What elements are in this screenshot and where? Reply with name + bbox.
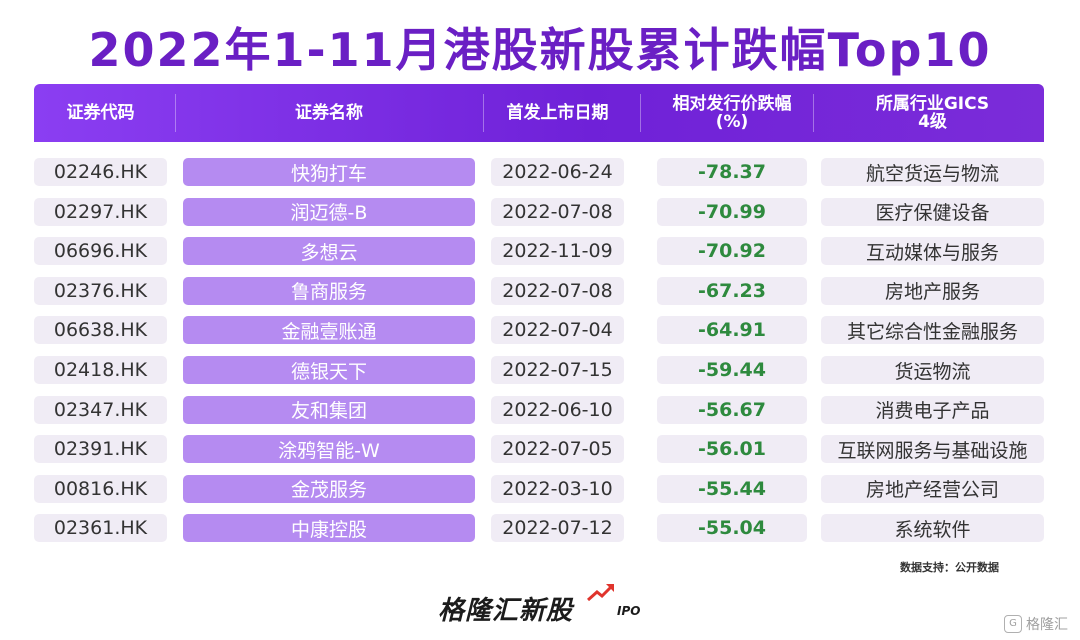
cell-name: 多想云 [183,237,475,266]
cell-drop: -56.67 [657,395,807,424]
table-row: 02391.HK 涂鸦智能-W 2022-07-05 -56.01 互联网服务与基础设施 [0,435,1080,464]
cell-drop: -59.44 [657,356,807,384]
header-drop-label: 相对发行价跌幅 [672,94,792,114]
table-row: 02297.HK 润迈德-B 2022-07-08 -70.99 医疗保健设备 [0,197,1080,226]
cell-code: 00816.HK [34,474,167,503]
watermark: G 格隆汇 [1004,614,1068,634]
cell-drop: -78.37 [657,158,807,186]
header-code-label: 证券代码 [66,103,135,123]
cell-date: 2022-07-05 [491,435,624,464]
header-divider [175,94,176,132]
cell-name: 金融壹账通 [183,316,475,345]
cell-date: 2022-07-04 [491,316,624,345]
cell-name: 快狗打车 [183,158,475,186]
chart-title: 2022年1-11月港股新股累计跌幅Top10 [88,23,992,77]
cell-code: 06696.HK [34,237,167,266]
cell-name: 鲁商服务 [183,276,475,305]
table-row: 02418.HK 德银天下 2022-07-15 -59.44 货运物流 [0,356,1080,384]
table-row: 00816.HK 金茂服务 2022-03-10 -55.44 房地产经营公司 [0,474,1080,503]
watermark-logo-icon: G [1004,615,1022,633]
table-header: 证券代码 证券名称 首发上市日期 相对发行价跌幅 (%) 所属行业GICS 4级 [34,84,1044,142]
cell-date: 2022-11-09 [491,237,624,266]
header-drop-unit: (%) [715,112,749,132]
cell-drop: -55.44 [657,474,807,503]
cell-date: 2022-07-08 [491,276,624,305]
cell-code: 02347.HK [34,395,167,424]
cell-code: 02418.HK [34,356,167,384]
cell-name: 友和集团 [183,395,475,424]
header-name-label: 证券名称 [295,103,363,123]
cell-code: 02391.HK [34,435,167,464]
table-row: 06638.HK 金融壹账通 2022-07-04 -64.91 其它综合性金融服务 [0,316,1080,345]
cell-date: 2022-06-24 [491,158,624,186]
cell-drop: -55.04 [657,514,807,543]
header-industry-label: 所属行业GICS [875,94,990,114]
cell-industry: 互联网服务与基础设施 [821,435,1044,464]
cell-name: 德银天下 [183,356,475,384]
table-row: 02376.HK 鲁商服务 2022-07-08 -67.23 房地产服务 [0,276,1080,305]
cell-date: 2022-07-15 [491,356,624,384]
cell-name: 润迈德-B [183,197,475,226]
cell-drop: -67.23 [657,276,807,305]
data-source: 数据支持：公开数据 [900,561,999,574]
cell-date: 2022-07-12 [491,514,624,543]
cell-industry: 航空货运与物流 [821,158,1044,186]
cell-industry: 互动媒体与服务 [821,237,1044,266]
cell-code: 02361.HK [34,514,167,543]
cell-industry: 系统软件 [821,514,1044,543]
header-divider [640,94,641,132]
cell-code: 06638.HK [34,316,167,345]
table-row: 06696.HK 多想云 2022-11-09 -70.92 互动媒体与服务 [0,237,1080,266]
cell-date: 2022-07-08 [491,197,624,226]
table-row: 02347.HK 友和集团 2022-06-10 -56.67 消费电子产品 [0,395,1080,424]
header-divider [813,94,814,132]
cell-industry: 房地产服务 [821,276,1044,305]
cell-drop: -70.92 [657,237,807,266]
cell-drop: -56.01 [657,435,807,464]
table-row: 02361.HK 中康控股 2022-07-12 -55.04 系统软件 [0,514,1080,543]
cell-code: 02246.HK [34,158,167,186]
cell-name: 涂鸦智能-W [183,435,475,464]
cell-industry: 医疗保健设备 [821,197,1044,226]
cell-name: 中康控股 [183,514,475,543]
header-name: 证券名称 [183,84,475,142]
cell-drop: -70.99 [657,197,807,226]
header-code: 证券代码 [34,84,167,142]
cell-code: 02297.HK [34,197,167,226]
cell-industry: 房地产经营公司 [821,474,1044,503]
cell-industry: 货运物流 [821,356,1044,384]
cell-name: 金茂服务 [183,474,475,503]
header-industry: 所属行业GICS 4级 [821,84,1044,142]
watermark-text: 格隆汇 [1026,617,1068,633]
brand-logo-text: 格隆汇新股 [438,596,574,626]
cell-code: 02376.HK [34,276,167,305]
cell-date: 2022-06-10 [491,395,624,424]
header-divider [483,94,484,132]
trend-arrow-icon [587,583,615,602]
cell-industry: 其它综合性金融服务 [821,316,1044,345]
header-industry-level: 4级 [918,112,947,132]
cell-drop: -64.91 [657,316,807,345]
header-date: 首发上市日期 [491,84,624,142]
header-drop: 相对发行价跌幅 (%) [657,84,807,142]
table-row: 02246.HK 快狗打车 2022-06-24 -78.37 航空货运与物流 [0,158,1080,186]
cell-industry: 消费电子产品 [821,395,1044,424]
cell-date: 2022-03-10 [491,474,624,503]
brand-suffix: IPO [617,604,641,618]
header-date-label: 首发上市日期 [506,103,609,123]
